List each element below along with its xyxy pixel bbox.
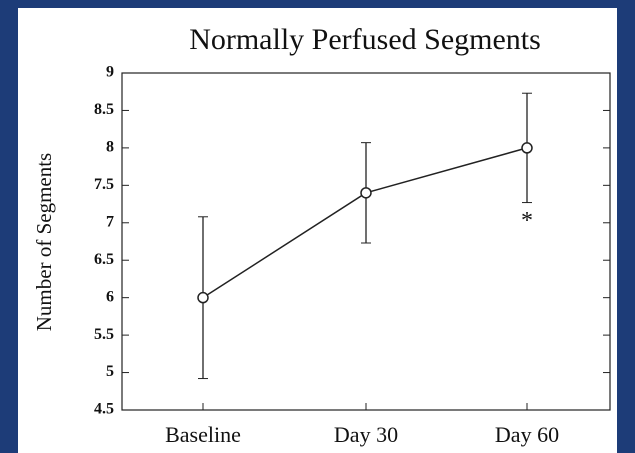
y-tick-label: 7	[106, 213, 114, 230]
y-tick-label: 8.5	[94, 101, 114, 118]
y-axis-label: Number of Segments	[32, 153, 56, 331]
marker	[360, 187, 372, 199]
y-tick-label: 5.5	[94, 326, 114, 343]
y-tick-label: 8	[106, 139, 114, 156]
y-tick-label: 6.5	[94, 251, 114, 268]
x-tick-label: Day 30	[334, 422, 398, 447]
x-tick-label: Day 60	[495, 422, 559, 447]
y-tick-label: 7.5	[94, 176, 114, 193]
y-tick-label: 4.5	[94, 401, 114, 418]
annotation: *	[521, 208, 533, 234]
marker	[197, 291, 209, 304]
y-tick-label: 5	[106, 363, 114, 380]
chart-title: Normally Perfused Segments	[189, 23, 541, 56]
chart-background	[18, 8, 617, 453]
marker	[521, 142, 533, 154]
y-tick-label: 9	[106, 64, 114, 81]
y-tick-label: 6	[106, 288, 114, 305]
x-tick-label: Baseline	[165, 422, 241, 447]
